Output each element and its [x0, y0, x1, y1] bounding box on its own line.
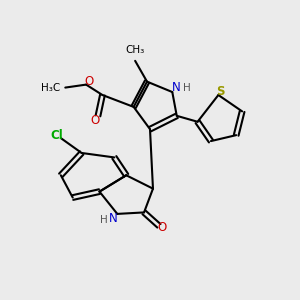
Text: N: N [109, 212, 117, 225]
Text: S: S [217, 85, 225, 98]
Text: H: H [183, 82, 190, 93]
Text: H₃C: H₃C [41, 82, 60, 93]
Text: O: O [158, 221, 167, 234]
Text: Cl: Cl [50, 129, 63, 142]
Text: O: O [90, 114, 100, 127]
Text: O: O [84, 75, 94, 88]
Text: N: N [172, 81, 181, 94]
Text: CH₃: CH₃ [125, 46, 145, 56]
Text: H: H [100, 215, 108, 225]
